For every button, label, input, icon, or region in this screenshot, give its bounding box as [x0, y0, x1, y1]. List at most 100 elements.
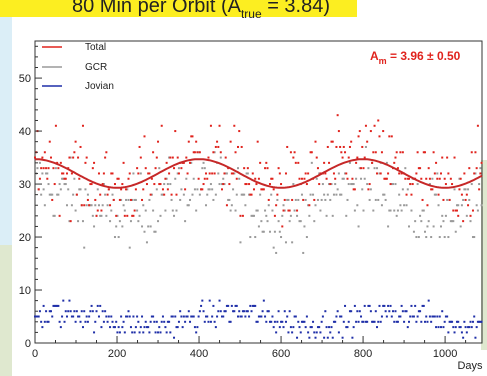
point-jovian — [218, 299, 221, 302]
point-jovian — [213, 320, 216, 323]
point-jovian — [401, 310, 404, 313]
point-jovian — [337, 331, 340, 334]
point-jovian — [208, 299, 211, 302]
point-jovian — [273, 320, 276, 323]
point-jovian — [379, 320, 382, 323]
point-gcr — [465, 214, 468, 217]
point-gcr — [152, 209, 155, 212]
point-total — [115, 214, 118, 217]
point-jovian — [435, 326, 438, 329]
point-jovian — [224, 310, 227, 313]
point-gcr — [225, 172, 228, 175]
point-gcr — [310, 161, 313, 164]
point-gcr — [345, 214, 348, 217]
point-total — [384, 177, 387, 180]
point-total — [52, 167, 55, 170]
point-jovian — [417, 310, 420, 313]
point-jovian — [91, 310, 94, 313]
point-jovian — [318, 326, 321, 329]
point-gcr — [64, 183, 67, 186]
point-total — [463, 172, 466, 175]
point-gcr — [104, 193, 107, 196]
point-total — [372, 151, 375, 154]
point-jovian — [245, 310, 248, 313]
point-jovian — [84, 320, 87, 323]
point-jovian — [192, 315, 195, 318]
point-gcr — [191, 193, 194, 196]
point-jovian — [182, 315, 185, 318]
point-jovian — [284, 320, 287, 323]
point-jovian — [216, 315, 219, 318]
point-total — [382, 130, 385, 133]
point-gcr — [149, 225, 152, 228]
point-gcr — [190, 161, 193, 164]
point-jovian — [320, 320, 323, 323]
point-jovian — [377, 320, 380, 323]
point-gcr — [93, 225, 96, 228]
point-total — [387, 172, 390, 175]
point-total — [239, 214, 242, 217]
point-jovian — [264, 315, 267, 318]
point-gcr — [163, 183, 166, 186]
point-gcr — [390, 183, 393, 186]
point-jovian — [419, 310, 422, 313]
point-jovian — [292, 326, 295, 329]
point-gcr — [443, 236, 446, 239]
point-total — [261, 188, 264, 191]
point-jovian — [198, 310, 201, 313]
point-jovian — [325, 326, 328, 329]
point-total — [302, 198, 305, 201]
point-jovian — [447, 331, 450, 334]
point-gcr — [224, 172, 227, 175]
point-total — [341, 156, 344, 159]
point-jovian — [369, 310, 372, 313]
point-gcr — [109, 220, 112, 223]
point-gcr — [314, 204, 317, 207]
point-total — [420, 177, 423, 180]
point-total — [347, 156, 350, 159]
point-jovian — [345, 326, 348, 329]
point-total — [233, 124, 236, 127]
point-gcr — [243, 193, 246, 196]
point-gcr — [84, 188, 87, 191]
chart-title-tail: = 3.84) — [261, 0, 331, 17]
point-jovian — [388, 310, 391, 313]
point-total — [401, 151, 404, 154]
point-jovian — [222, 315, 225, 318]
point-gcr — [171, 209, 174, 212]
point-gcr — [65, 204, 68, 207]
point-jovian — [442, 326, 445, 329]
point-gcr — [406, 188, 409, 191]
point-jovian — [300, 320, 303, 323]
point-total — [436, 177, 439, 180]
point-gcr — [222, 177, 225, 180]
point-jovian — [59, 326, 62, 329]
point-total — [298, 177, 301, 180]
point-jovian — [267, 310, 270, 313]
point-jovian — [384, 310, 387, 313]
point-jovian — [225, 304, 228, 307]
point-gcr — [177, 167, 180, 170]
point-jovian — [205, 315, 208, 318]
point-jovian — [392, 310, 395, 313]
point-total — [395, 151, 398, 154]
point-gcr — [335, 193, 338, 196]
point-jovian — [189, 320, 192, 323]
point-gcr — [176, 172, 179, 175]
point-gcr — [227, 198, 230, 201]
point-gcr — [203, 167, 206, 170]
point-gcr — [41, 172, 44, 175]
point-gcr — [408, 225, 411, 228]
point-jovian — [243, 310, 246, 313]
point-gcr — [451, 220, 454, 223]
point-jovian — [61, 315, 64, 318]
point-gcr — [208, 188, 211, 191]
point-gcr — [143, 230, 146, 233]
point-total — [376, 172, 379, 175]
point-gcr — [260, 220, 263, 223]
point-gcr — [175, 209, 178, 212]
point-total — [207, 156, 210, 159]
point-gcr — [123, 209, 126, 212]
point-jovian — [315, 331, 318, 334]
point-jovian — [86, 320, 89, 323]
